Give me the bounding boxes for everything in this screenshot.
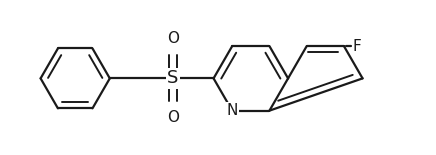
Text: F: F	[353, 39, 361, 54]
Text: N: N	[227, 103, 238, 118]
Text: S: S	[167, 69, 178, 87]
Text: O: O	[167, 110, 179, 125]
Text: O: O	[167, 31, 179, 46]
